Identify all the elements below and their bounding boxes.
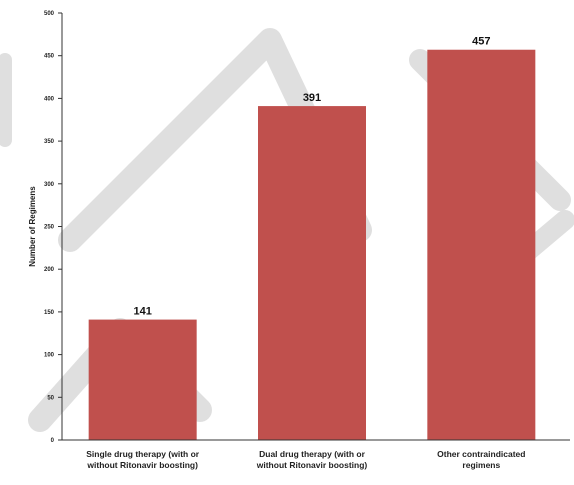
y-tick-label: 100 <box>44 353 55 359</box>
y-tick-label: 500 <box>44 11 55 17</box>
y-tick-label: 50 <box>47 395 54 401</box>
y-tick-label: 300 <box>44 182 55 188</box>
y-tick-label: 350 <box>44 139 55 145</box>
bar-value-label: 391 <box>303 92 321 104</box>
bar-value-label: 141 <box>133 306 151 318</box>
category-label: Single drug therapy (with or <box>86 449 200 459</box>
y-tick-label: 150 <box>44 310 55 316</box>
bar-series <box>88 49 536 441</box>
y-tick-label: 400 <box>44 96 55 102</box>
y-tick-label: 250 <box>44 225 55 231</box>
bar <box>427 49 536 441</box>
category-label: Dual drug therapy (with or <box>259 449 365 459</box>
chart-labels: 0 50 100 150 200 250 300 350 400 450 500 Number of … <box>28 11 525 470</box>
y-tick-label: 200 <box>44 267 55 273</box>
category-label: without Ritonavir boosting) <box>86 460 198 470</box>
y-tick-label: 450 <box>44 54 55 60</box>
y-tick-label: 0 <box>51 438 55 444</box>
category-label: regimens <box>462 460 500 470</box>
chart-axes <box>58 12 570 441</box>
category-label: without Ritonavir boosting) <box>256 460 368 470</box>
bar <box>88 319 197 440</box>
y-axis-title: Number of Regimens <box>28 186 37 267</box>
bar-value-label: 457 <box>472 36 490 48</box>
bar <box>258 106 366 440</box>
category-label: Other contraindicated <box>437 449 525 459</box>
